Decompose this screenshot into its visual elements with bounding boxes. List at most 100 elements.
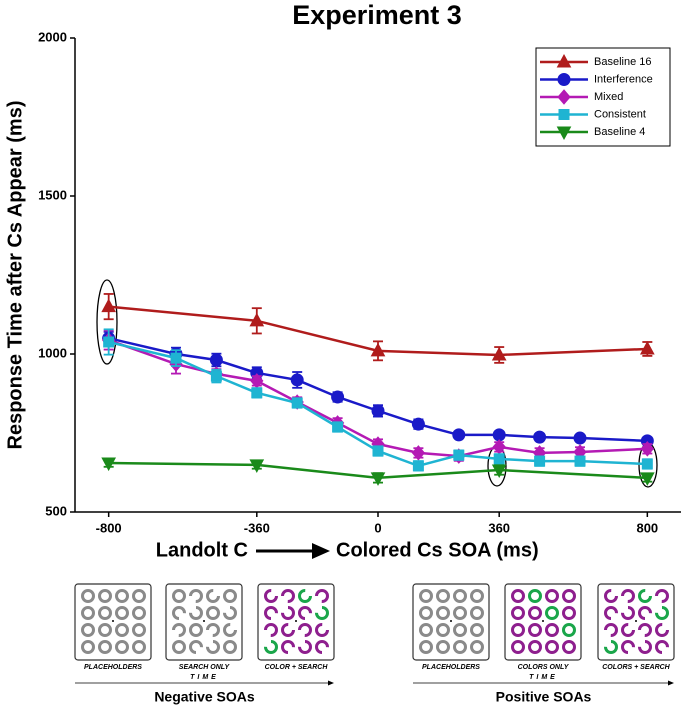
point (640, 441, 654, 457)
frame-caption: COLORS ONLY (518, 664, 570, 671)
group-label: Positive SOAs (496, 689, 592, 705)
ring (419, 589, 433, 603)
point (290, 373, 304, 387)
point (412, 460, 424, 472)
legend-label: Baseline 16 (594, 56, 652, 68)
time-arrowhead (328, 680, 334, 686)
group-label: Negative SOAs (154, 689, 255, 705)
point (210, 370, 222, 382)
ring (621, 640, 635, 654)
time-arrowhead (668, 680, 674, 686)
ring (638, 640, 652, 654)
frame-caption: PLACEHOLDERS (422, 664, 480, 671)
ring (172, 606, 186, 620)
ring (604, 606, 618, 620)
ring (562, 623, 576, 637)
point (251, 387, 263, 399)
x-axis-label: Landolt C (156, 539, 248, 561)
point (371, 404, 385, 418)
ring (264, 606, 278, 620)
ring (655, 640, 669, 654)
ring (621, 623, 635, 637)
ring (655, 606, 669, 620)
ring (638, 589, 652, 603)
fixation (450, 620, 452, 622)
ring (281, 623, 295, 637)
ring (81, 606, 95, 620)
point (103, 336, 115, 348)
point (372, 445, 384, 457)
ring (562, 589, 576, 603)
ring (511, 623, 525, 637)
ring (436, 623, 450, 637)
point (332, 421, 344, 433)
ring (419, 640, 433, 654)
point (370, 472, 386, 486)
x-tick-label: 0 (374, 520, 381, 535)
ring (132, 623, 146, 637)
point (534, 455, 546, 467)
ring (528, 623, 542, 637)
ring (511, 640, 525, 654)
ring (315, 640, 329, 654)
ring (115, 623, 129, 637)
ring (264, 589, 278, 603)
point (641, 458, 653, 470)
point (209, 353, 223, 367)
time-label: TIME (529, 674, 558, 681)
legend-label: Interference (594, 73, 653, 85)
ring (562, 606, 576, 620)
ring (621, 606, 635, 620)
frame-caption: COLORS + SEARCH (602, 664, 670, 671)
point (170, 352, 182, 364)
legend-marker (557, 73, 571, 86)
ring (81, 623, 95, 637)
point (491, 464, 507, 479)
series (103, 328, 653, 472)
fixation (542, 620, 544, 622)
ring (545, 589, 559, 603)
ring (562, 640, 576, 654)
ring (638, 623, 652, 637)
point (331, 390, 345, 404)
ring (470, 640, 484, 654)
ring (604, 589, 618, 603)
ring (189, 589, 203, 603)
frame-caption: SEARCH ONLY (179, 664, 231, 671)
ring (453, 606, 467, 620)
ring (172, 640, 186, 654)
point (249, 312, 265, 327)
ring (132, 589, 146, 603)
ring (223, 623, 237, 637)
point (492, 428, 506, 442)
point (639, 340, 655, 355)
ring (545, 640, 559, 654)
point (639, 472, 655, 486)
legend-marker (556, 126, 572, 141)
point (491, 346, 507, 361)
ring (98, 606, 112, 620)
ring (436, 606, 450, 620)
ring (528, 640, 542, 654)
ring (655, 589, 669, 603)
ring (264, 640, 278, 654)
ring (189, 606, 203, 620)
x-tick-label: 800 (636, 520, 658, 535)
series (101, 457, 655, 486)
point (453, 449, 465, 461)
ring (298, 623, 312, 637)
x-tick-label: -800 (96, 520, 122, 535)
ring (264, 623, 278, 637)
ring (172, 589, 186, 603)
ring (419, 606, 433, 620)
ring (621, 589, 635, 603)
ring (436, 589, 450, 603)
ring (81, 640, 95, 654)
ring (189, 640, 203, 654)
legend-marker (556, 53, 572, 68)
ring (206, 606, 220, 620)
ring (436, 640, 450, 654)
ring (172, 623, 186, 637)
y-tick-label: 1000 (38, 345, 67, 360)
ring (638, 606, 652, 620)
